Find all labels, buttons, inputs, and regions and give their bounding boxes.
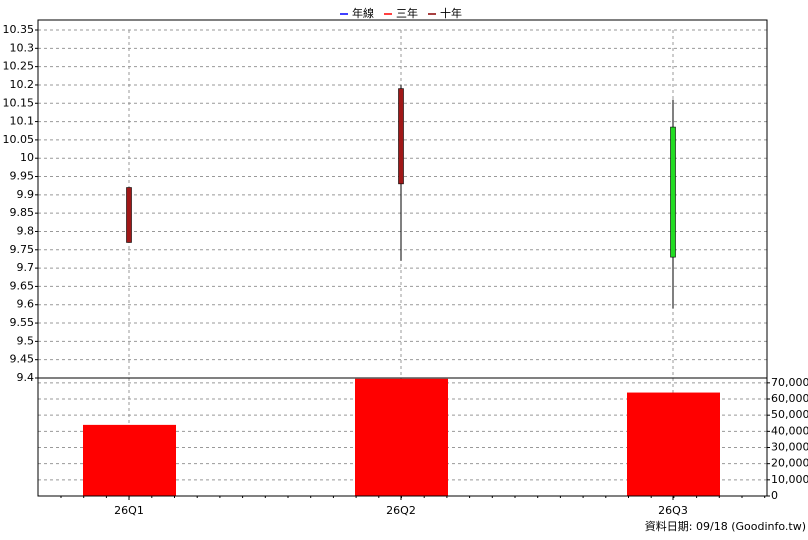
candle-body (398, 88, 404, 185)
legend-label: 十年 (440, 6, 462, 20)
y2-tick-label: 70,000 (771, 376, 808, 389)
source-note: 資料日期: 09/18 (Goodinfo.tw) (645, 519, 806, 533)
y-tick-label: 9.7 (17, 261, 35, 274)
y2-tick-label: 30,000 (771, 441, 808, 454)
x-tick-label: 26Q3 (658, 504, 688, 517)
y-tick-label: 9.6 (17, 298, 35, 311)
y-tick-label: 10 (20, 151, 34, 164)
y-tick-label: 9.95 (10, 170, 35, 183)
y-tick-label: 9.75 (10, 243, 35, 256)
y-tick-label: 10.3 (10, 41, 35, 54)
y-tick-label: 9.8 (17, 224, 35, 237)
y2-tick-label: 40,000 (771, 424, 808, 437)
y-tick-label: 9.55 (10, 316, 35, 329)
y2-tick-label: 20,000 (771, 457, 808, 470)
y-tick-label: 10.05 (3, 133, 35, 146)
volume-bar (355, 378, 448, 496)
candle-body (126, 187, 132, 243)
y-tick-label: 9.45 (10, 353, 35, 366)
plot-frame (37, 19, 768, 497)
y2-tick-label: 0 (771, 489, 778, 502)
y-tick-label: 9.9 (17, 188, 35, 201)
y-tick-label: 10.15 (3, 96, 35, 109)
legend-label: 三年 (396, 6, 418, 20)
y2-tick-label: 10,000 (771, 473, 808, 486)
y-tick-label: 9.65 (10, 279, 35, 292)
x-tick-label: 26Q1 (114, 504, 144, 517)
y-tick-label: 10.25 (3, 60, 35, 73)
candle-body (670, 126, 676, 258)
y-tick-label: 9.85 (10, 206, 35, 219)
legend-label: 年線 (352, 6, 374, 20)
volume-bar (83, 424, 176, 496)
y-tick-label: 9.5 (17, 334, 35, 347)
y-tick-label: 9.4 (17, 371, 35, 384)
x-tick-label: 26Q2 (386, 504, 416, 517)
y2-tick-label: 60,000 (771, 392, 808, 405)
y-tick-label: 10.2 (10, 78, 35, 91)
volume-bar (627, 392, 720, 496)
y-tick-label: 10.35 (3, 23, 35, 36)
y-tick-label: 10.1 (10, 115, 35, 128)
y2-tick-label: 50,000 (771, 408, 808, 421)
